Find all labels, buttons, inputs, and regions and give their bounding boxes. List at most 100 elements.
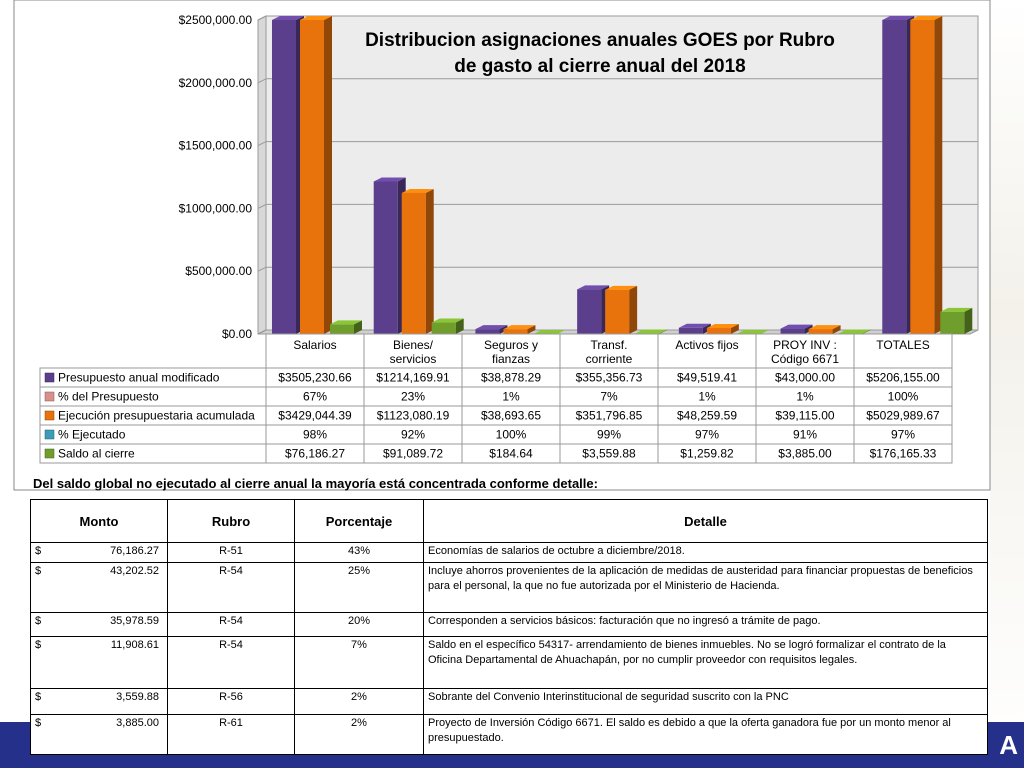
data-label: $5206,155.00 bbox=[866, 371, 940, 385]
bar-top bbox=[882, 16, 915, 20]
category-label: Transf. bbox=[591, 338, 628, 352]
footer-bar-text: A bbox=[999, 730, 1018, 760]
legend-entry: Presupuesto anual modificado bbox=[58, 371, 220, 385]
bar bbox=[475, 329, 500, 334]
chart-title: Distribucion asignaciones anuales GOES p… bbox=[330, 28, 870, 80]
cell-rubro: R-54 bbox=[167, 562, 295, 613]
category-label: corriente bbox=[586, 352, 633, 366]
bar-side bbox=[730, 323, 739, 334]
cell-porcentaje: 25% bbox=[294, 562, 424, 613]
data-label: 97% bbox=[695, 428, 719, 442]
bar-top bbox=[330, 320, 362, 325]
data-label: $184.64 bbox=[489, 447, 533, 461]
data-label: 23% bbox=[401, 390, 425, 404]
legend-entry: % Ejecutado bbox=[58, 428, 126, 442]
currency-symbol: $ bbox=[35, 615, 42, 627]
y-tick-label: $2500,000.00 bbox=[179, 13, 253, 27]
category-label: Seguros y bbox=[484, 338, 538, 352]
data-label: $355,356.73 bbox=[576, 371, 643, 385]
bar-side bbox=[527, 325, 536, 334]
data-label: $5029,989.67 bbox=[866, 409, 940, 423]
gridline-side bbox=[257, 15, 267, 21]
data-label: 100% bbox=[888, 390, 919, 404]
gridline-side bbox=[257, 141, 267, 147]
cell-monto: $76,186.27 bbox=[30, 542, 168, 563]
category-cell bbox=[559, 333, 659, 369]
bar-side bbox=[455, 318, 464, 334]
bar bbox=[577, 289, 602, 334]
bar bbox=[330, 324, 354, 334]
header-monto: Monto bbox=[30, 499, 168, 543]
cell-porcentaje: 2% bbox=[294, 714, 424, 755]
data-label: 91% bbox=[793, 428, 817, 442]
category-cell bbox=[755, 333, 855, 369]
cell-detalle: Saldo en el específico 54317- arrendamie… bbox=[423, 636, 988, 689]
gridline-side bbox=[257, 266, 267, 272]
y-tick-label: $1000,000.00 bbox=[179, 201, 253, 215]
detail-row: $43,202.52 R-54 25% Incluye ahorros prov… bbox=[30, 562, 988, 613]
bar-top bbox=[838, 329, 871, 334]
gridline-side bbox=[257, 78, 267, 84]
bar bbox=[431, 322, 456, 334]
bar-top bbox=[736, 329, 769, 334]
header-porcentaje: Porcentaje bbox=[294, 499, 424, 543]
cell-porcentaje: 20% bbox=[294, 612, 424, 637]
detail-table: Monto Rubro Porcentaje Detalle $76,186.2… bbox=[30, 499, 988, 755]
bar-side bbox=[862, 329, 871, 334]
category-cell bbox=[265, 333, 365, 369]
category-label: Salarios bbox=[293, 338, 336, 352]
bar-top bbox=[577, 285, 610, 290]
legend-swatch bbox=[44, 410, 55, 421]
gridline-side bbox=[257, 203, 267, 209]
header-detalle: Detalle bbox=[423, 499, 988, 543]
plot-side-wall bbox=[257, 15, 267, 335]
currency-symbol: $ bbox=[35, 565, 42, 577]
bar bbox=[272, 20, 296, 334]
amount: 76,186.27 bbox=[110, 545, 159, 557]
category-cell bbox=[657, 333, 757, 369]
category-label: PROY INV : bbox=[773, 338, 837, 352]
detail-row: $11,908.61 R-54 7% Saldo en el específic… bbox=[30, 636, 988, 689]
data-label: $91,089.72 bbox=[383, 447, 443, 461]
bar bbox=[706, 327, 731, 334]
currency-symbol: $ bbox=[35, 691, 42, 703]
bar-top bbox=[533, 329, 566, 334]
bar-chart: $0.00 $500,000.00 $1000,000.00 $1500,000.00… bbox=[13, 0, 991, 491]
category-label: Bienes/ bbox=[393, 338, 434, 352]
currency-symbol: $ bbox=[35, 717, 42, 729]
cell-detalle: Proyecto de Inversión Código 6671. El sa… bbox=[423, 714, 988, 755]
background-decoration bbox=[990, 0, 1024, 768]
bar bbox=[882, 20, 907, 334]
legend-entry: Ejecución presupuestaria acumulada bbox=[58, 409, 255, 423]
amount: 35,978.59 bbox=[110, 615, 159, 627]
cell-detalle: Sobrante del Convenio Interinstitucional… bbox=[423, 688, 988, 715]
bar-side bbox=[934, 16, 943, 334]
bar bbox=[910, 20, 935, 334]
amount: 3,559.88 bbox=[116, 691, 159, 703]
y-tick-label: $2000,000.00 bbox=[179, 76, 253, 90]
cell-monto: $3,885.00 bbox=[30, 714, 168, 755]
summary-note: Del saldo global no ejecutado al cierre … bbox=[33, 476, 598, 491]
bar-side bbox=[557, 329, 566, 334]
data-label: $38,878.29 bbox=[481, 371, 541, 385]
cell-monto: $35,978.59 bbox=[30, 612, 168, 637]
cell-porcentaje: 2% bbox=[294, 688, 424, 715]
category-label: Código 6671 bbox=[771, 352, 839, 366]
legend-entry: Saldo al cierre bbox=[58, 447, 135, 461]
amount: 43,202.52 bbox=[110, 565, 159, 577]
data-cell bbox=[853, 443, 953, 464]
cell-monto: $11,908.61 bbox=[30, 636, 168, 689]
data-label: $39,115.00 bbox=[775, 409, 834, 423]
bar-top bbox=[300, 16, 332, 20]
data-label: $351,796.85 bbox=[576, 409, 643, 423]
data-label: $48,259.59 bbox=[677, 409, 737, 423]
bar-top bbox=[401, 188, 434, 193]
data-label: 100% bbox=[496, 428, 527, 442]
data-label: $3429,044.39 bbox=[278, 409, 352, 423]
bar bbox=[678, 327, 703, 334]
chart-title-line-1: Distribucion asignaciones anuales GOES p… bbox=[365, 30, 835, 51]
cell-rubro: R-61 bbox=[167, 714, 295, 755]
bar-top bbox=[605, 285, 638, 290]
bar-top bbox=[635, 329, 668, 334]
cell-monto: $43,202.52 bbox=[30, 562, 168, 613]
